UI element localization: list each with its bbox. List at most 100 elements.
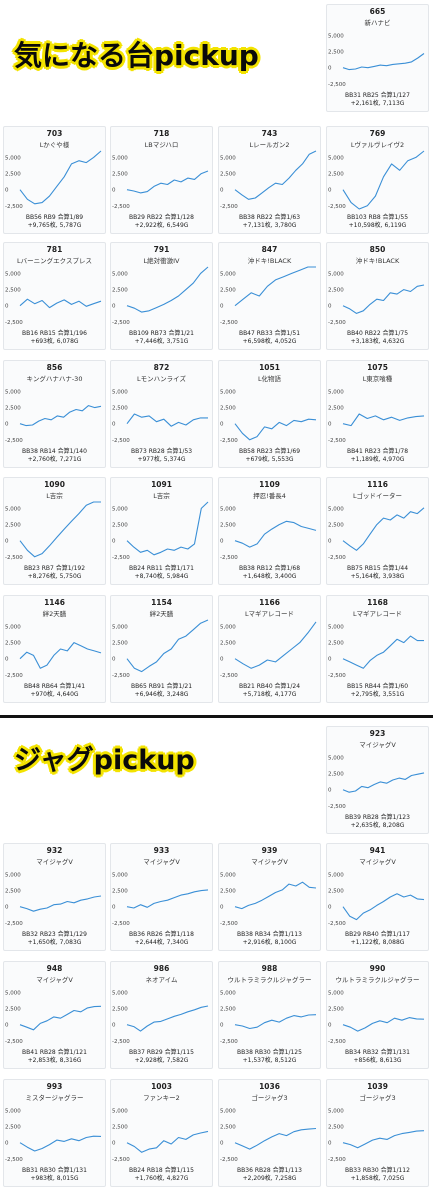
- y-tick-label: 0: [328, 66, 332, 72]
- diff-games: +5,718枚, 4,177G: [242, 691, 297, 698]
- machine-name: 沖ドキ!BLACK: [247, 257, 292, 265]
- y-tick-label: -2,500: [112, 320, 130, 326]
- machine-card[interactable]: 1075 L東京喰種 5,000 2,500 0 -2,500 BB41 RB23 合算1/…: [326, 360, 429, 468]
- machine-card[interactable]: 986 ネオアイム 5,000 2,500 0 -2,500 BB37 RB29 合算1/1…: [110, 961, 213, 1069]
- slump-line: [19, 501, 101, 558]
- machine-stats: BB16 RB15 合算1/196 +693枚, 6,078G: [4, 330, 105, 346]
- machine-card[interactable]: 1116 Lゴッドイーター 5,000 2,500 0 -2,500 BB75 RB15 合…: [326, 477, 429, 585]
- diff-games: +2,635枚, 8,208G: [350, 822, 405, 829]
- diff-games: +2,161枚, 7,113G: [350, 100, 405, 107]
- machine-name: Lバーニングエクスプレス: [17, 257, 92, 265]
- machine-card[interactable]: 850 沖ドキ!BLACK 5,000 2,500 0 -2,500 BB40 RB22 合…: [326, 242, 429, 350]
- machine-name: ゴージャグ3: [359, 1094, 396, 1102]
- y-tick-label: 2,500: [328, 172, 344, 178]
- bonus-stats: BB32 RB23 合算1/129: [22, 931, 87, 938]
- y-tick-label: 5,000: [112, 990, 128, 996]
- machine-stats: BB36 RB28 合算1/113 +2,209枚, 7,258G: [219, 1167, 320, 1183]
- y-tick-label: 5,000: [220, 506, 236, 512]
- machine-card[interactable]: 856 キングハナハナ-30 5,000 2,500 0 -2,500 BB38 RB14 …: [3, 360, 106, 468]
- machine-name: ゴージャグ3: [251, 1094, 288, 1102]
- bonus-stats: BB36 RB28 合算1/113: [237, 1167, 302, 1174]
- machine-stats: BB21 RB40 合算1/24 +5,718枚, 4,177G: [219, 683, 320, 699]
- machine-card[interactable]: 948 マイジャグV 5,000 2,500 0 -2,500 BB41 RB28 合算1/…: [3, 961, 106, 1069]
- slump-chart: 5,000 2,500 0 -2,500: [5, 389, 102, 444]
- bonus-stats: BB29 RB40 合算1/117: [345, 931, 410, 938]
- machine-card[interactable]: 1036 ゴージャグ3 5,000 2,500 0 -2,500 BB36 RB28 合算1…: [218, 1079, 321, 1187]
- y-tick-label: 2,500: [328, 288, 344, 294]
- bonus-stats: BB73 RB28 合算1/53: [130, 448, 193, 455]
- slump-line: [342, 772, 425, 793]
- diff-games: +2,922枚, 6,549G: [134, 222, 189, 229]
- y-tick-label: 2,500: [5, 1007, 21, 1013]
- section-divider: [0, 715, 433, 718]
- machine-card[interactable]: 923 マイジャグV 5,000 2,500 0 -2,500 BB39 RB28 合算1/…: [326, 726, 429, 834]
- machine-card[interactable]: 718 LBマジハロ 5,000 2,500 0 -2,500 BB29 RB22 合算1/…: [110, 126, 213, 234]
- slump-chart: 5,000 2,500 0 -2,500: [5, 271, 102, 326]
- diff-games: +2,644枚, 7,340G: [134, 939, 189, 946]
- diff-games: +856枚, 8,613G: [353, 1057, 402, 1064]
- diff-games: +679枚, 5,553G: [245, 456, 294, 463]
- machine-number: 933: [153, 846, 170, 855]
- machine-card[interactable]: 993 ミスタージャグラー 5,000 2,500 0 -2,500 BB31 RB30 合…: [3, 1079, 106, 1187]
- machine-card[interactable]: 1109 押忍!番長4 5,000 2,500 0 -2,500 BB38 RB12 合算1…: [218, 477, 321, 585]
- bonus-stats: BB41 RB23 合算1/78: [346, 448, 409, 455]
- machine-number: 948: [46, 964, 63, 973]
- machine-card[interactable]: 932 マイジャグV 5,000 2,500 0 -2,500 BB32 RB23 合算1/…: [3, 843, 106, 951]
- machine-card[interactable]: 1091 L吉宗 5,000 2,500 0 -2,500 BB24 RB11 合算1/17…: [110, 477, 213, 585]
- machine-card[interactable]: 1168 Lマギアレコード 5,000 2,500 0 -2,500 BB15 RB44 合…: [326, 595, 429, 703]
- machine-card[interactable]: 703 Lかぐや様 5,000 2,500 0 -2,500 BB56 RB9 合算1/89…: [3, 126, 106, 234]
- machine-card[interactable]: 872 Lモンハンライズ 5,000 2,500 0 -2,500 BB73 RB28 合算…: [110, 360, 213, 468]
- machine-card[interactable]: 791 L絶対衝激IV 5,000 2,500 0 -2,500 BB109 RB73 合算…: [110, 242, 213, 350]
- machine-card[interactable]: 1090 L吉宗 5,000 2,500 0 -2,500 BB23 RB7 合算1/192…: [3, 477, 106, 585]
- y-tick-label: 5,000: [112, 389, 128, 395]
- machine-card[interactable]: 665 新ハナビ 5,000 2,500 0 -2,500 BB31 RB25 合算1/12…: [326, 4, 429, 112]
- machine-card[interactable]: 1003 ファンキー2 5,000 2,500 0 -2,500 BB24 RB18 合算1…: [110, 1079, 213, 1187]
- y-tick-label: -2,500: [328, 438, 346, 444]
- bonus-stats: BB39 RB28 合算1/123: [345, 814, 410, 821]
- y-tick-label: 5,000: [112, 1108, 128, 1114]
- machine-card[interactable]: 1166 Lマギアレコード 5,000 2,500 0 -2,500 BB21 RB40 合…: [218, 595, 321, 703]
- machine-card[interactable]: 939 マイジャグV 5,000 2,500 0 -2,500 BB38 RB34 合算1/…: [218, 843, 321, 951]
- slump-chart: 5,000 2,500 0 -2,500: [220, 506, 317, 561]
- machine-number: 923: [369, 729, 386, 738]
- machine-card[interactable]: 941 マイジャグV 5,000 2,500 0 -2,500 BB29 RB40 合算1/…: [326, 843, 429, 951]
- y-tick-label: -2,500: [328, 921, 346, 927]
- slump-chart: 5,000 2,500 0 -2,500: [220, 872, 317, 927]
- y-tick-label: 2,500: [112, 523, 128, 529]
- y-tick-label: 2,500: [112, 288, 128, 294]
- y-tick-label: 5,000: [220, 990, 236, 996]
- machine-card[interactable]: 847 沖ドキ!BLACK 5,000 2,500 0 -2,500 BB47 RB33 合…: [218, 242, 321, 350]
- machine-card[interactable]: 1146 絆2天膳 5,000 2,500 0 -2,500 BB48 RB64 合算1/4…: [3, 595, 106, 703]
- slump-line: [234, 1014, 317, 1030]
- machine-number: 1075: [367, 363, 388, 372]
- y-tick-label: 0: [328, 1141, 332, 1147]
- bonus-stats: BB33 RB30 合算1/112: [345, 1167, 410, 1174]
- y-tick-label: 5,000: [5, 389, 21, 395]
- machine-card[interactable]: 988 ウルトラミラクルジャグラー 5,000 2,500 0 -2,500 BB38 RB…: [218, 961, 321, 1069]
- machine-card[interactable]: 1039 ゴージャグ3 5,000 2,500 0 -2,500 BB33 RB30 合算1…: [326, 1079, 429, 1187]
- machine-card[interactable]: 769 Lヴァルヴレイヴ2 5,000 2,500 0 -2,500 BB103 RB8 合…: [326, 126, 429, 234]
- slump-chart: 5,000 2,500 0 -2,500: [328, 990, 425, 1045]
- machine-card[interactable]: 1154 絆2天膳 5,000 2,500 0 -2,500 BB65 RB91 合算1/2…: [110, 595, 213, 703]
- diff-games: +10,598枚, 6,119G: [348, 222, 407, 229]
- bonus-stats: BB31 RB25 合算1/127: [345, 92, 410, 99]
- machine-number: 743: [261, 129, 278, 138]
- slump-line: [126, 170, 209, 194]
- machine-card[interactable]: 933 マイジャグV 5,000 2,500 0 -2,500 BB36 RB26 合算1/…: [110, 843, 213, 951]
- machine-card[interactable]: 990 ウルトラミラクルジャグラー 5,000 2,500 0 -2,500 BB34 RB…: [326, 961, 429, 1069]
- y-tick-label: 0: [328, 1023, 332, 1029]
- machine-stats: BB103 RB8 合算1/55 +10,598枚, 6,119G: [327, 214, 428, 230]
- y-tick-label: 2,500: [328, 1125, 344, 1131]
- y-tick-label: 2,500: [112, 1125, 128, 1131]
- machine-card[interactable]: 781 Lバーニングエクスプレス 5,000 2,500 0 -2,500 BB16 RB1…: [3, 242, 106, 350]
- machine-number: 932: [46, 846, 63, 855]
- y-tick-label: 5,000: [220, 1108, 236, 1114]
- machine-number: 1090: [44, 480, 65, 489]
- diff-games: +2,853枚, 8,316G: [27, 1057, 82, 1064]
- slump-chart: 5,000 2,500 0 -2,500: [328, 1108, 425, 1163]
- y-tick-label: 5,000: [5, 506, 21, 512]
- machine-card[interactable]: 1051 L化物語 5,000 2,500 0 -2,500 BB58 RB23 合算1/6…: [218, 360, 321, 468]
- slump-line: [342, 1130, 425, 1149]
- machine-card[interactable]: 743 Lレールガン2 5,000 2,500 0 -2,500 BB38 RB22 合算1…: [218, 126, 321, 234]
- y-tick-label: 0: [328, 788, 332, 794]
